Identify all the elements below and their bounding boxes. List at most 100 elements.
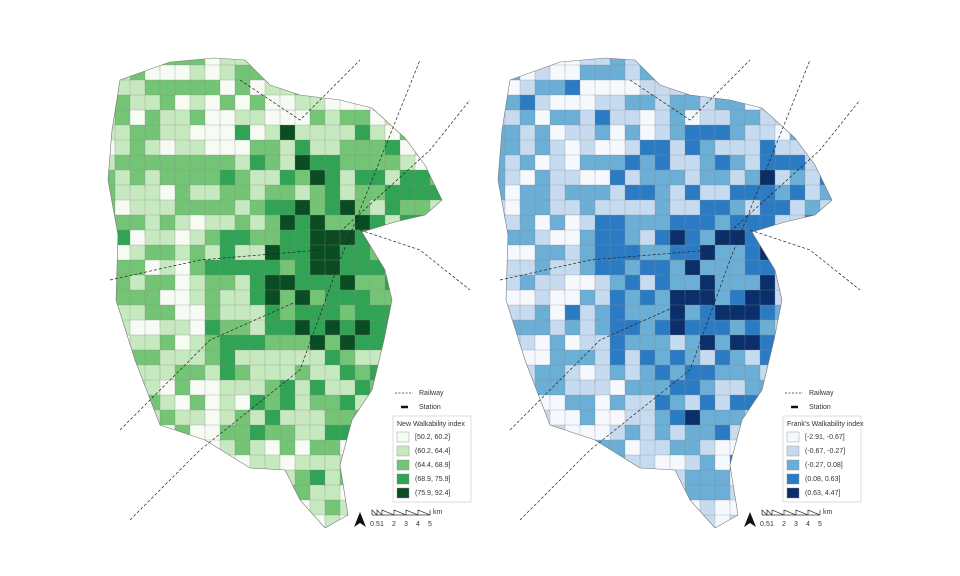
district <box>714 79 733 97</box>
district <box>504 469 527 487</box>
district <box>654 484 675 505</box>
district <box>504 439 523 457</box>
district <box>108 79 117 100</box>
scale-label: 3 <box>404 521 408 528</box>
district <box>654 58 673 66</box>
district <box>159 514 177 528</box>
district <box>835 305 855 324</box>
district <box>744 94 763 111</box>
district <box>189 514 208 528</box>
district <box>819 139 832 157</box>
district <box>595 530 611 551</box>
scale-label: .5 <box>764 521 770 528</box>
district <box>354 58 371 70</box>
district <box>369 394 387 413</box>
district <box>819 259 832 277</box>
district <box>159 469 177 487</box>
district <box>504 364 523 382</box>
district <box>414 229 432 251</box>
district <box>295 530 314 547</box>
district <box>264 514 284 528</box>
district <box>354 394 374 411</box>
district <box>774 58 791 69</box>
district <box>354 499 374 520</box>
district <box>399 364 416 381</box>
district <box>414 319 436 338</box>
district <box>189 439 207 461</box>
scale-label: 1 <box>770 521 774 528</box>
district <box>114 274 133 291</box>
district <box>108 499 116 519</box>
district <box>498 469 510 490</box>
railway <box>749 229 861 291</box>
district <box>384 289 404 306</box>
district <box>835 215 851 234</box>
district <box>234 469 253 487</box>
scale-label: 2 <box>392 521 396 528</box>
district <box>189 499 210 521</box>
district <box>684 319 701 337</box>
district <box>445 95 463 111</box>
district <box>594 469 616 491</box>
district <box>498 394 507 416</box>
district <box>339 58 357 69</box>
district <box>369 409 386 431</box>
district <box>414 139 434 158</box>
district <box>324 319 342 336</box>
district <box>804 274 822 295</box>
district <box>519 424 540 444</box>
district <box>519 274 538 292</box>
district <box>414 289 433 309</box>
district <box>144 409 163 428</box>
district <box>429 289 442 309</box>
district <box>774 229 796 249</box>
district <box>279 58 299 70</box>
legend-swatch <box>396 473 410 485</box>
district <box>249 184 266 201</box>
district <box>498 79 508 97</box>
district <box>549 514 569 528</box>
district <box>204 499 223 520</box>
scale-label: 0 <box>760 521 764 528</box>
scale-label: 2 <box>782 521 786 528</box>
district <box>789 58 810 72</box>
district <box>640 530 660 549</box>
district <box>220 530 240 545</box>
district <box>204 379 223 397</box>
district <box>369 94 386 112</box>
district <box>204 364 222 383</box>
legend-label: [-2.91, -0.67] <box>805 434 845 441</box>
district <box>445 290 462 310</box>
district <box>744 454 761 475</box>
district <box>594 244 612 261</box>
district <box>789 274 809 296</box>
district <box>579 499 601 520</box>
district <box>399 214 421 233</box>
district <box>519 394 539 413</box>
district <box>790 530 808 547</box>
district <box>699 64 718 84</box>
district <box>759 499 780 520</box>
district <box>294 124 312 143</box>
legend-label: (68.9, 75.9] <box>415 476 450 483</box>
district <box>159 499 176 520</box>
district <box>789 109 812 129</box>
district <box>414 364 432 384</box>
district <box>324 109 343 128</box>
district <box>564 214 581 231</box>
north-arrow <box>354 512 366 527</box>
district <box>504 58 523 68</box>
district <box>445 125 461 140</box>
district <box>579 514 600 528</box>
district <box>174 379 191 397</box>
district <box>414 274 435 293</box>
district <box>669 64 690 87</box>
district <box>324 454 346 471</box>
district <box>519 454 537 476</box>
district <box>819 244 832 264</box>
district <box>339 439 358 456</box>
district <box>498 58 509 68</box>
district <box>639 58 658 69</box>
district <box>504 409 521 428</box>
district <box>144 514 164 528</box>
